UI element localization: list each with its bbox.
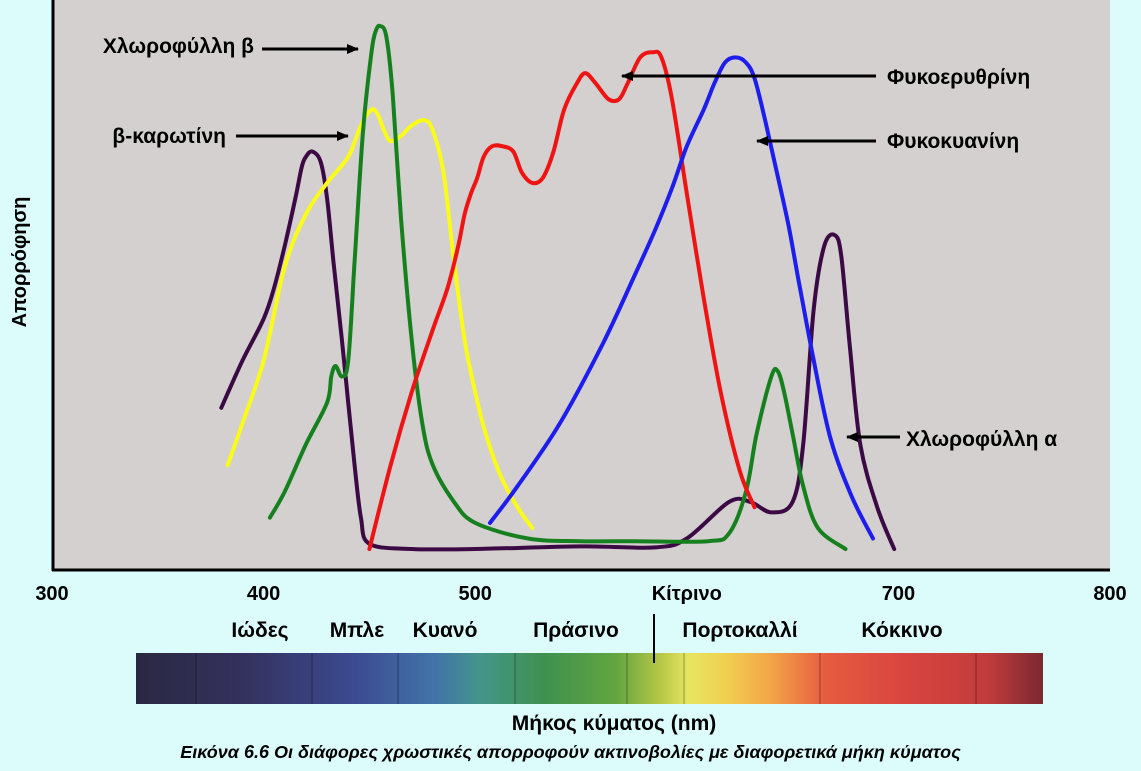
- x-axis-label: Μήκος κύματος (nm): [512, 712, 716, 735]
- annotation-label-Φυκοκυανίνη: Φυκοκυανίνη: [887, 130, 1019, 153]
- annotation-label-β-καρωτίνη: β-καρωτίνη: [112, 125, 226, 148]
- x-tick-label: 500: [459, 583, 492, 605]
- visible-spectrum-bar: [136, 653, 1043, 704]
- x-tick-label: 300: [35, 583, 68, 605]
- spectrum-dividers: [195, 653, 977, 704]
- series-line-Χλωροφύλλη-β: [267, 23, 848, 551]
- x-tick-label: 400: [247, 583, 280, 605]
- series-layer: [219, 23, 897, 552]
- color-band-label: Ιώδες: [231, 619, 288, 642]
- color-band-label: Κυανό: [413, 619, 478, 642]
- series-line-Φυκοερυθρίνη: [367, 49, 757, 551]
- color-band-label: Κόκκινο: [861, 619, 942, 642]
- figure-caption: Εικόνα 6.6 Οι διάφορες χρωστικές απορροφ…: [180, 742, 961, 762]
- x-tick-label: 700: [882, 583, 915, 605]
- color-band-label: Πορτοκαλλί: [682, 619, 797, 642]
- color-band-label: Πράσινο: [533, 619, 619, 642]
- color-band-labels: Ιώδες Μπλε Κυανό Πράσινο Πορτοκαλλί Κόκκινο: [231, 619, 942, 642]
- curve-annotations: Χλωροφύλλη β β-καρωτίνη Φυκοερυθρίνη Φυκοκυ…: [103, 35, 1057, 451]
- y-axis-label: Απορρόφηση: [9, 197, 31, 328]
- annotation-label-Χλωροφύλλη-β: Χλωροφύλλη β: [103, 35, 254, 58]
- annotation-label-Φυκοερυθρίνη: Φυκοερυθρίνη: [887, 66, 1030, 89]
- color-band-label: Μπλε: [330, 619, 384, 642]
- series-line-Χλωροφύλλη-α: [219, 149, 897, 552]
- series-line-Φυκοκυανίνη: [488, 55, 875, 541]
- plot-area: [52, 0, 1110, 571]
- x-tick-label: Κίτρινο: [652, 583, 722, 605]
- annotation-label-Χλωροφύλλη-α: Χλωροφύλλη α: [906, 428, 1057, 451]
- x-tick-label: 800: [1093, 583, 1126, 605]
- x-tick-labels: 300 400 500 Κίτρινο 700 800: [35, 583, 1126, 605]
